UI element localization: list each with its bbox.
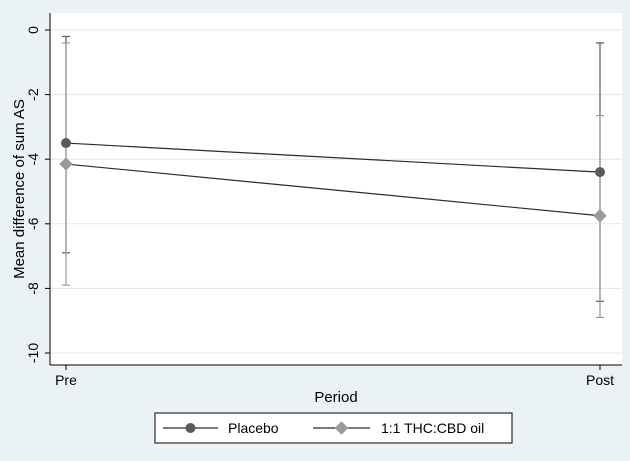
series-layer (59, 35, 607, 319)
series-line (65, 142, 601, 173)
y-tick-label: -6 (25, 217, 41, 230)
y-tick-label: -2 (25, 88, 41, 101)
series-line (65, 163, 601, 217)
x-tick-label: Post (586, 372, 614, 388)
legend: Placebo 1:1 THC:CBD oil (154, 412, 513, 444)
x-tick-label: Pre (55, 372, 77, 388)
plot-area (50, 13, 622, 365)
y-axis-title: Mean difference of sum AS (11, 99, 28, 279)
ticks: 0 -2 -4 -6 -8 -10 Pre Post (25, 26, 614, 388)
legend-marker (334, 421, 349, 435)
data-point (593, 209, 607, 223)
y-tick-label: 0 (25, 26, 41, 34)
y-tick-label: -8 (25, 282, 41, 295)
data-point (595, 167, 605, 178)
legend-label: Placebo (228, 420, 279, 436)
y-tick-label: -10 (25, 343, 41, 363)
data-point (61, 138, 71, 149)
legend-marker (185, 423, 196, 433)
x-axis-title: Period (314, 389, 357, 406)
legend-label: 1:1 THC:CBD oil (381, 420, 484, 436)
y-tick-label: -4 (25, 153, 41, 166)
grid-lines (50, 29, 622, 354)
axes (49, 13, 622, 366)
data-point (59, 157, 73, 171)
